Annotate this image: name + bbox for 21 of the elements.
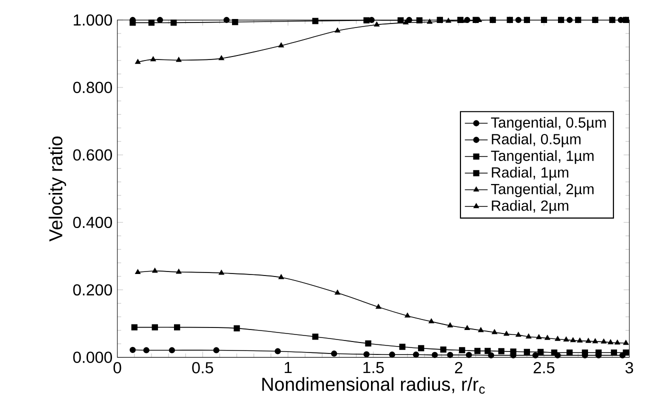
y-tick-label: 0.200: [73, 284, 112, 296]
x-tick-label: 2.5: [534, 362, 554, 374]
x-tick-label: 1.5: [363, 362, 384, 374]
x-tick-label: 1: [284, 362, 292, 374]
y-tick-label: 1.000: [74, 14, 112, 26]
x-tick-label: 0: [114, 362, 122, 374]
legend-label: Tangential, 0.5µm: [491, 116, 606, 131]
y-tick-label: 0.600: [73, 149, 112, 161]
legend-label: Tangential, 2µm: [491, 183, 594, 198]
x-tick-label: 3: [625, 362, 634, 374]
y-tick-label: 0.800: [73, 82, 112, 94]
x-axis-title: Nondimensional radius, r/r$_{c}$: [262, 377, 485, 394]
legend-label: Radial, 2µm: [492, 200, 568, 214]
y-axis-title: Velocity ratio: [48, 136, 66, 242]
y-tick-label: 0.400: [73, 216, 112, 228]
x-tick-label: 0.5: [192, 362, 214, 374]
legend-label: Radial, 0.5µm: [492, 134, 580, 148]
legend-label: Tangential, 1µm: [491, 150, 594, 164]
legend-label: Radial, 1µm: [492, 166, 568, 180]
x-tick-label: 2: [455, 362, 462, 374]
y-tick-label: 0.000: [73, 352, 112, 363]
